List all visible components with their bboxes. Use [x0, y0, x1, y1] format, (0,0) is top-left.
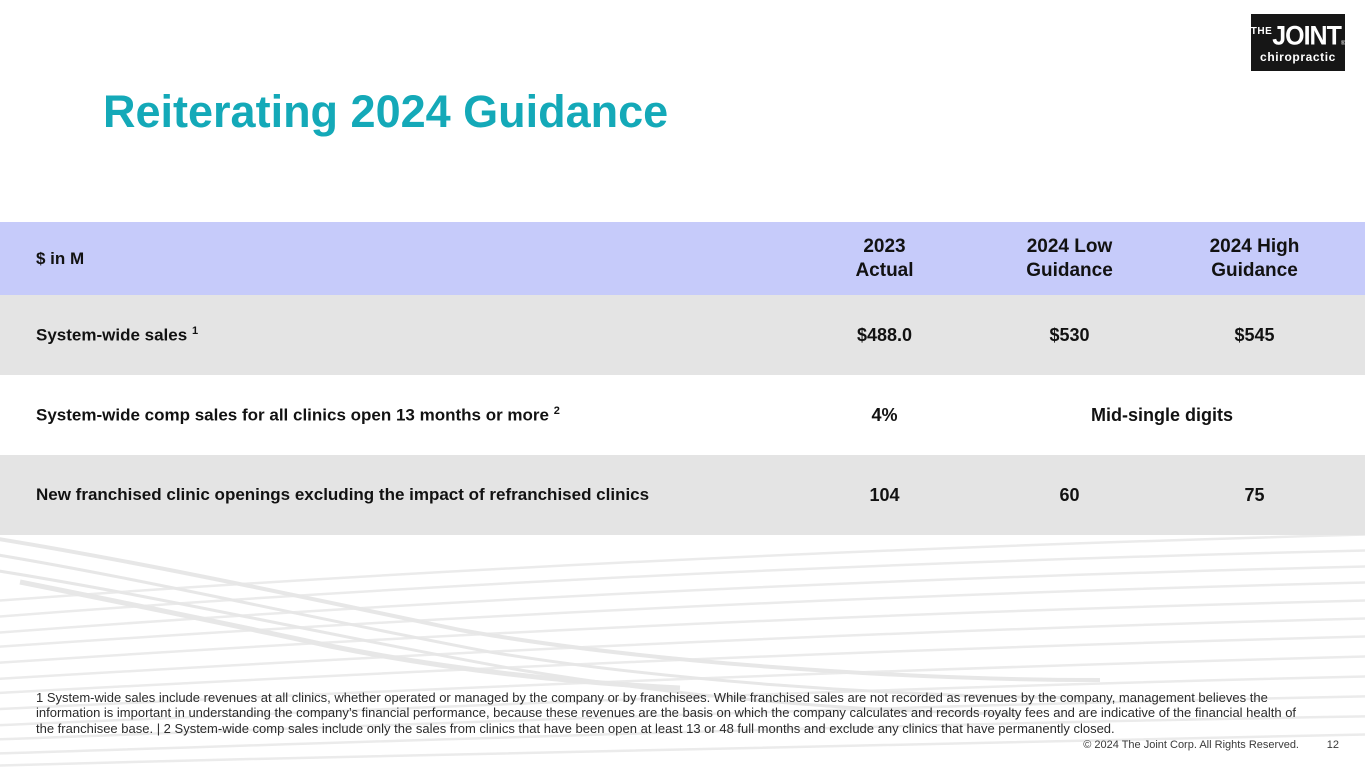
- cell-2023-actual: $488.0: [856, 324, 913, 345]
- cell-guidance-span: Mid-single digits: [1091, 404, 1233, 425]
- row-label: System-wide comp sales for all clinics o…: [36, 405, 549, 425]
- table-row-comp-sales: System-wide comp sales for all clinics o…: [0, 375, 1365, 455]
- cell-2023-actual: 4%: [871, 404, 898, 425]
- header-2024-low-guidance: 2024 Low Guidance: [1026, 235, 1113, 281]
- row-label: New franchised clinic openings excluding…: [36, 485, 650, 504]
- cell-2024-high: $545: [1234, 324, 1275, 345]
- logo-joint-text: JOINT: [1272, 20, 1342, 52]
- header-units-label: $ in M: [36, 248, 85, 268]
- page-number: 12: [1326, 739, 1339, 751]
- footnote-ref-2: 2: [553, 404, 560, 417]
- table-header-row: $ in M 2023 Actual 2024 Low Guidance 202…: [0, 222, 1365, 295]
- cell-2024-low: 60: [1059, 484, 1080, 505]
- registered-trademark-icon: ®: [1340, 41, 1346, 47]
- cell-2024-high: 75: [1244, 484, 1265, 505]
- copyright-text: © 2024 The Joint Corp. All Rights Reserv…: [1083, 739, 1299, 751]
- wave-decoration: [0, 533, 1365, 767]
- header-2024-high-guidance: 2024 High Guidance: [1209, 235, 1300, 281]
- row-label: System-wide sales: [36, 325, 188, 345]
- guidance-table: $ in M 2023 Actual 2024 Low Guidance 202…: [0, 222, 1365, 535]
- joint-chiropractic-logo: THE JOINT ® chiropractic: [1251, 14, 1345, 71]
- cell-2024-low: $530: [1049, 324, 1090, 345]
- table-row-system-wide-sales: System-wide sales 1 $488.0 $530 $545: [0, 295, 1365, 375]
- logo-the-text: THE: [1250, 26, 1273, 37]
- logo-chiropractic-text: chiropractic: [1260, 50, 1336, 64]
- header-2023-actual: 2023 Actual: [855, 235, 914, 281]
- footnote-ref-1: 1: [191, 324, 199, 337]
- cell-2023-actual: 104: [869, 484, 900, 505]
- logo-wordmark: THE JOINT ®: [1250, 20, 1346, 52]
- footnote-text: 1 System-wide sales include revenues at …: [36, 690, 1297, 736]
- table-row-new-clinic-openings: New franchised clinic openings excluding…: [0, 455, 1365, 535]
- slide-title: Reiterating 2024 Guidance: [103, 86, 669, 137]
